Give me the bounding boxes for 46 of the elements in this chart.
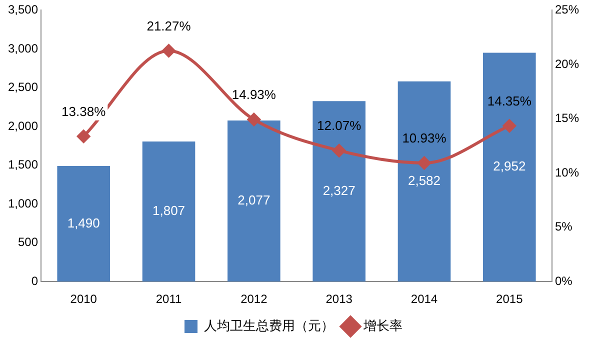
y-tick-label: 1,000 xyxy=(8,196,38,210)
legend-label: 增长率 xyxy=(362,318,402,334)
bar xyxy=(483,52,536,282)
data-label: 2,077 xyxy=(238,192,270,208)
bar xyxy=(57,166,110,282)
x-tick-label: 2012 xyxy=(240,292,268,306)
y2-tick-label: 0% xyxy=(554,274,573,288)
data-label: 2,327 xyxy=(322,182,356,198)
data-label: 1,490 xyxy=(67,215,100,230)
x-tick-label: 2015 xyxy=(496,292,524,306)
y-tick-label: 500 xyxy=(18,235,38,250)
point xyxy=(418,156,431,170)
y-tick-label: 0 xyxy=(31,274,38,288)
x-tick-label: 2014 xyxy=(410,292,438,306)
y-tick-label: 3,000 xyxy=(8,41,38,56)
point xyxy=(247,113,260,126)
y-tick-label: 2,500 xyxy=(8,80,38,94)
y2-tick-label: 25% xyxy=(554,2,580,17)
point xyxy=(502,119,516,132)
y-tick-label: 2,000 xyxy=(8,118,38,133)
x-tick-label: 2011 xyxy=(156,292,182,306)
y2-tick-label: 5% xyxy=(554,220,573,234)
x-tick-label: 2013 xyxy=(326,292,353,306)
y-tick-label: 1,500 xyxy=(8,158,38,172)
data-label: 1,807 xyxy=(152,203,186,218)
bar xyxy=(142,141,196,282)
y2-tick-label: 15% xyxy=(554,111,580,126)
data-label: 21.27% xyxy=(146,18,192,34)
data-label: 14.93% xyxy=(232,87,276,102)
bar xyxy=(228,120,280,282)
data-label: 10.93% xyxy=(402,130,447,146)
data-label: 2,582 xyxy=(408,173,441,188)
data-label: 2,952 xyxy=(493,158,526,174)
data-label: 13.38% xyxy=(62,104,106,119)
bar xyxy=(398,81,451,282)
y-tick-label: 3,500 xyxy=(8,2,38,17)
data-label: 12.07% xyxy=(317,118,362,134)
x-tick-label: 2010 xyxy=(70,292,98,306)
data-label: 14.35% xyxy=(487,93,532,108)
y2-tick-label: 10% xyxy=(554,165,580,180)
point xyxy=(162,44,176,58)
point xyxy=(77,130,90,143)
bar xyxy=(312,101,366,282)
point xyxy=(332,144,346,158)
legend-label: 人均卫生总费用（元） xyxy=(204,318,334,334)
y2-tick-label: 20% xyxy=(554,56,580,71)
